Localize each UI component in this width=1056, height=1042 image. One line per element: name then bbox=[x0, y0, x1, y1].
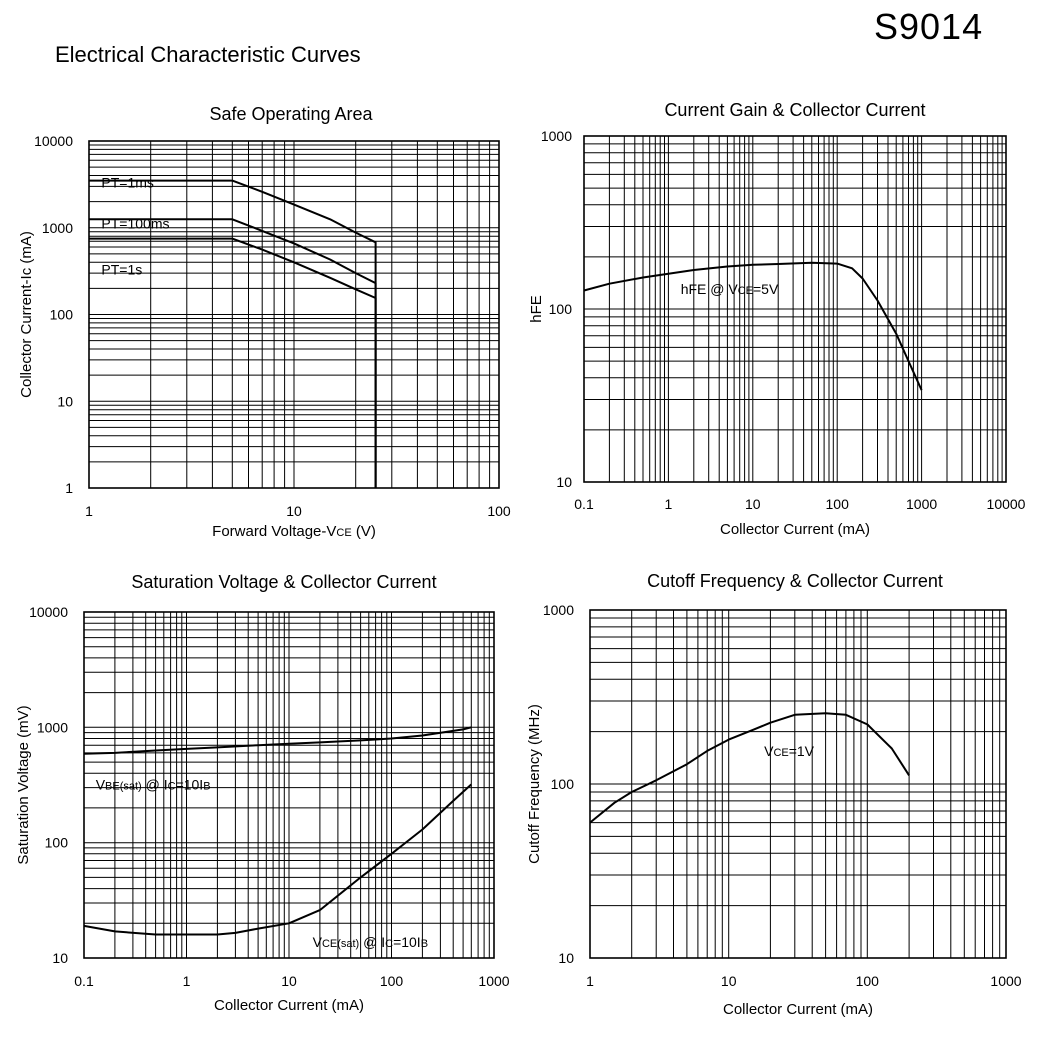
x-tick-label: 0.1 bbox=[74, 973, 94, 989]
x-tick-label: 1000 bbox=[906, 496, 937, 512]
x-tick-label: 1 bbox=[665, 496, 673, 512]
series-line-1 bbox=[83, 726, 472, 755]
plot-frame bbox=[589, 609, 1007, 959]
plot-frame bbox=[583, 135, 1007, 483]
x-tick-label: 10 bbox=[745, 496, 761, 512]
y-tick-label: 100 bbox=[549, 301, 573, 317]
grid-lines bbox=[89, 141, 499, 488]
x-tick-label: 1 bbox=[183, 973, 191, 989]
series-line-1 bbox=[583, 261, 923, 391]
y-tick-label: 10 bbox=[57, 393, 73, 409]
y-axis-label: Collector Current-Ic (mA) bbox=[18, 231, 35, 398]
curve-label-1: PT=1ms bbox=[101, 175, 154, 191]
x-tick-label: 1 bbox=[586, 973, 594, 989]
x-tick-label: 10 bbox=[281, 973, 297, 989]
y-tick-label: 10000 bbox=[34, 133, 73, 149]
chart-1: 1 10 100 1 10 100 1000 10000 Safe Operating Area… bbox=[18, 104, 511, 540]
y-axis-label: Saturation Voltage (mV) bbox=[15, 705, 32, 864]
grid-lines bbox=[84, 612, 494, 958]
x-axis-label: Forward Voltage-VCE (V) bbox=[212, 523, 376, 540]
y-tick-label: 1000 bbox=[42, 220, 73, 236]
y-tick-label: 10 bbox=[558, 950, 574, 966]
page-heading: Electrical Characteristic Curves bbox=[55, 42, 361, 67]
chart-2: 0.1 1 10 100 1000 10000 10 100 1000 Current Gain … bbox=[528, 100, 1026, 538]
x-axis-label: Collector Current (mA) bbox=[720, 521, 870, 538]
x-tick-label: 1 bbox=[85, 503, 93, 519]
x-tick-label: 10 bbox=[286, 503, 302, 519]
y-tick-label: 1000 bbox=[37, 719, 68, 735]
y-tick-label: 10 bbox=[556, 474, 572, 490]
curve-label-1: VBE(sat) @ IC=10IB bbox=[96, 776, 211, 792]
y-axis-label: hFE bbox=[528, 295, 545, 323]
y-tick-label: 1 bbox=[65, 480, 73, 496]
y-tick-label: 10 bbox=[52, 950, 68, 966]
curve-label: hFE @ VCE=5V bbox=[681, 281, 779, 297]
curve-label: VCE=1V bbox=[764, 743, 815, 759]
x-tick-label: 100 bbox=[487, 503, 511, 519]
chart-3: 0.1 1 10 100 1000 10 100 1000 10000 Saturation Vo… bbox=[15, 572, 510, 1014]
plot-frame bbox=[88, 140, 500, 489]
y-axis-label: Cutoff Frequency (MHz) bbox=[526, 704, 543, 864]
x-tick-label: 10 bbox=[721, 973, 737, 989]
curve-label-2: PT=100ms bbox=[101, 216, 169, 232]
y-tick-label: 100 bbox=[45, 835, 69, 851]
part-number: S9014 bbox=[874, 6, 984, 47]
y-tick-label: 100 bbox=[551, 776, 575, 792]
x-tick-label: 1000 bbox=[478, 973, 509, 989]
y-tick-label: 100 bbox=[50, 307, 74, 323]
series-line-1 bbox=[89, 179, 377, 488]
curve-label-3: PT=1s bbox=[101, 261, 142, 277]
grid-lines bbox=[590, 610, 1006, 958]
y-tick-label: 10000 bbox=[29, 604, 68, 620]
series-line-2 bbox=[83, 783, 472, 936]
chart-title: Cutoff Frequency & Collector Current bbox=[647, 571, 943, 591]
plot-frame bbox=[83, 611, 495, 959]
x-axis-label: Collector Current (mA) bbox=[723, 1001, 873, 1018]
chart-4: 1 10 100 1000 10 100 1000 Cutoff Frequency & Co… bbox=[526, 571, 1022, 1018]
x-axis-label: Collector Current (mA) bbox=[214, 997, 364, 1014]
grid-lines bbox=[584, 136, 1006, 482]
series-line-3 bbox=[89, 237, 377, 488]
x-tick-label: 1000 bbox=[990, 973, 1021, 989]
series-line-1 bbox=[589, 712, 910, 824]
curve-label-2: VCE(sat) @ IC=10IB bbox=[313, 934, 428, 950]
x-tick-label: 10000 bbox=[987, 496, 1026, 512]
x-tick-label: 100 bbox=[380, 973, 404, 989]
y-tick-label: 1000 bbox=[543, 602, 574, 618]
chart-title: Safe Operating Area bbox=[209, 104, 373, 124]
x-tick-label: 100 bbox=[826, 496, 850, 512]
x-tick-label: 100 bbox=[856, 973, 880, 989]
x-tick-label: 0.1 bbox=[574, 496, 594, 512]
series-line-2 bbox=[89, 218, 377, 488]
chart-title: Current Gain & Collector Current bbox=[664, 100, 925, 120]
chart-title: Saturation Voltage & Collector Current bbox=[131, 572, 436, 592]
y-tick-label: 1000 bbox=[541, 128, 572, 144]
